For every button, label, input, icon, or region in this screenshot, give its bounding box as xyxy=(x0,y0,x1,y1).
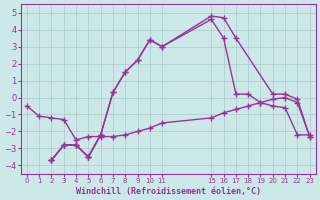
X-axis label: Windchill (Refroidissement éolien,°C): Windchill (Refroidissement éolien,°C) xyxy=(76,187,261,196)
